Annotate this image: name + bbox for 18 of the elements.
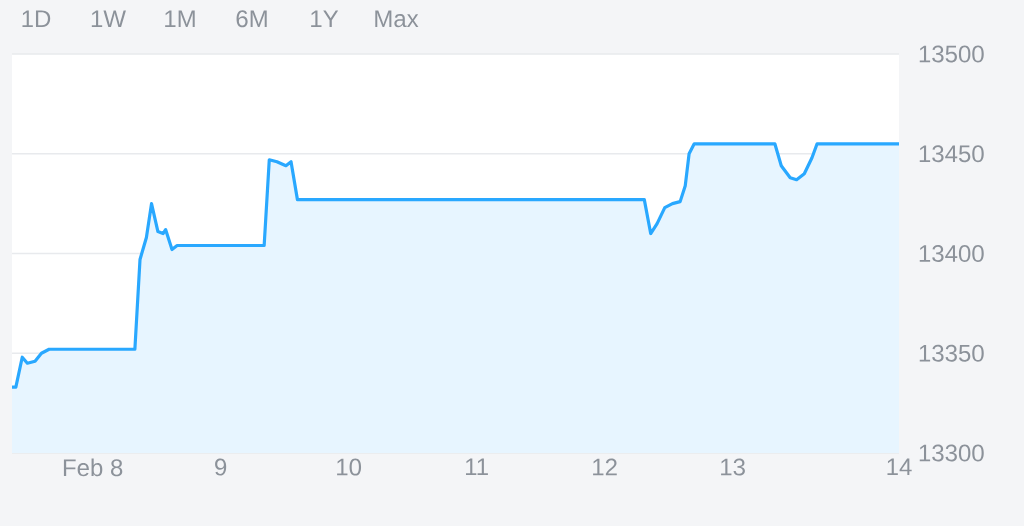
y-tick-label: 13350: [919, 344, 984, 362]
x-tick-label: 9: [215, 458, 227, 476]
x-tick-label: 12: [593, 458, 617, 476]
y-tick-label: 13500: [919, 45, 984, 63]
x-tick-label: 11: [465, 458, 488, 476]
x-tick-label: 10: [337, 458, 362, 476]
y-tick-label: 13300: [919, 444, 984, 462]
y-tick-label: 13450: [919, 145, 984, 163]
x-tick-label: Feb 8: [63, 458, 123, 477]
y-tick-label: 13400: [919, 244, 984, 262]
text: 1M: [165, 10, 195, 27]
text: 1D: [22, 10, 51, 27]
x-tick-label: 14: [887, 458, 912, 476]
text: Max: [375, 10, 419, 28]
x-tick-label: 13: [721, 458, 745, 476]
text: 6M: [236, 10, 267, 28]
text: 1Y: [311, 10, 339, 27]
text: 1W: [91, 10, 126, 27]
